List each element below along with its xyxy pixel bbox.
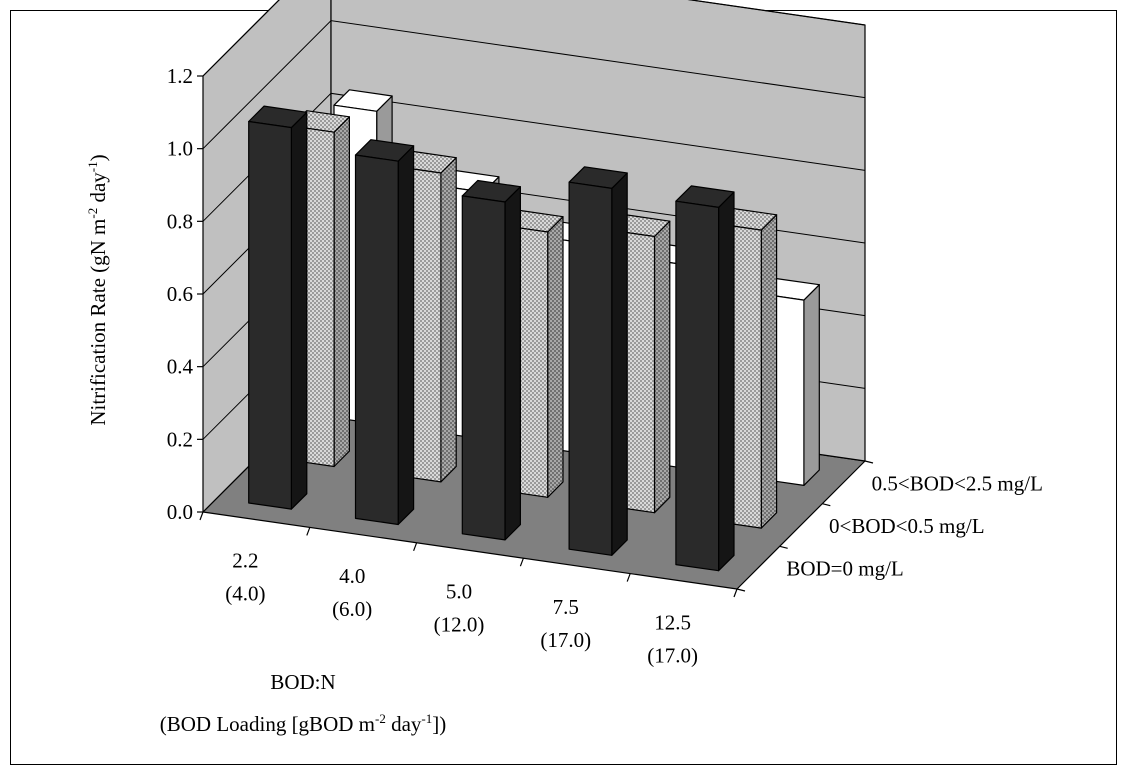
x-category-label: 2.2 (4.0) bbox=[225, 549, 265, 606]
bar bbox=[461, 179, 522, 541]
bar-side bbox=[290, 111, 308, 510]
x-category-top: 12.5 bbox=[654, 610, 691, 634]
x-category-top: 2.2 bbox=[232, 549, 258, 573]
x-tick-3 bbox=[519, 557, 524, 567]
x-category-label: 12.5 (17.0) bbox=[647, 610, 698, 667]
y-tick-label: 0.6 bbox=[167, 282, 193, 306]
bar-side bbox=[547, 216, 564, 498]
x-category-bottom: (17.0) bbox=[540, 628, 591, 652]
x-category-label: 7.5 (17.0) bbox=[540, 595, 591, 652]
x-axis-label-line2: (BOD Loading [gBOD m-2 day-1]) bbox=[160, 711, 447, 736]
bar-side bbox=[440, 157, 457, 483]
bar-side bbox=[803, 284, 820, 486]
y-tick-label: 0.8 bbox=[167, 209, 193, 233]
depth-tick-2 bbox=[822, 503, 831, 507]
depth-tick-0 bbox=[736, 588, 746, 592]
series-label: 0<BOD<0.5 mg/L bbox=[829, 514, 985, 538]
bar-front bbox=[675, 200, 720, 572]
x-category-top: 7.5 bbox=[553, 595, 579, 619]
bar-front bbox=[461, 195, 506, 541]
x-category-bottom: (4.0) bbox=[225, 582, 265, 606]
axes-group: 0.0 0.2 0.4 0.6 0.8 1.0 1.2 2.2 (4.0) 4.0 (6.0) 5.0… bbox=[167, 64, 1043, 667]
x-category-top: 4.0 bbox=[339, 564, 365, 588]
y-tick-label: 0.2 bbox=[167, 427, 193, 451]
bar-front bbox=[568, 181, 613, 556]
depth-tick-1 bbox=[779, 545, 788, 549]
bar-front bbox=[354, 154, 399, 526]
bar bbox=[248, 105, 308, 510]
bar bbox=[354, 139, 415, 526]
bar-side bbox=[333, 116, 350, 468]
series-label: BOD=0 mg/L bbox=[786, 557, 903, 581]
x-axis-label-line1: BOD:N bbox=[270, 670, 335, 694]
gridline-4 bbox=[202, 92, 866, 222]
bar-side bbox=[653, 220, 671, 514]
x-tick-0 bbox=[199, 511, 204, 521]
y-axis-label: Nitrification Rate (gN m-2 day-1) bbox=[85, 154, 110, 425]
x-category-bottom: (6.0) bbox=[332, 597, 372, 621]
x-category-label: 4.0 (6.0) bbox=[332, 564, 372, 621]
bar-side bbox=[760, 214, 778, 529]
x-tick-2 bbox=[413, 542, 418, 552]
depth-tick-3 bbox=[864, 460, 874, 464]
series-label: 0.5<BOD<2.5 mg/L bbox=[872, 471, 1043, 495]
x-category-bottom: (12.0) bbox=[434, 613, 485, 637]
bar-side bbox=[504, 186, 522, 541]
y-tick-label: 1.2 bbox=[167, 64, 193, 88]
y-tick-label: 1.0 bbox=[167, 137, 193, 161]
y-tick-label: 0.4 bbox=[167, 355, 194, 379]
x-category-bottom: (17.0) bbox=[647, 643, 698, 667]
gridline-6 bbox=[202, 0, 866, 77]
y-tick-label: 0.0 bbox=[167, 500, 193, 524]
gridline-5 bbox=[202, 20, 866, 150]
x-tick-1 bbox=[306, 527, 311, 536]
bar-front bbox=[248, 120, 292, 510]
x-tick-4 bbox=[626, 573, 631, 582]
bar-side bbox=[717, 191, 735, 572]
bar-side bbox=[397, 145, 415, 526]
x-tick-5 bbox=[733, 588, 738, 598]
bar bbox=[568, 166, 628, 556]
x-category-label: 5.0 (12.0) bbox=[434, 580, 485, 637]
x-category-top: 5.0 bbox=[446, 580, 472, 604]
bars-group bbox=[248, 89, 820, 572]
bar bbox=[675, 185, 735, 572]
bar-side bbox=[611, 172, 628, 556]
